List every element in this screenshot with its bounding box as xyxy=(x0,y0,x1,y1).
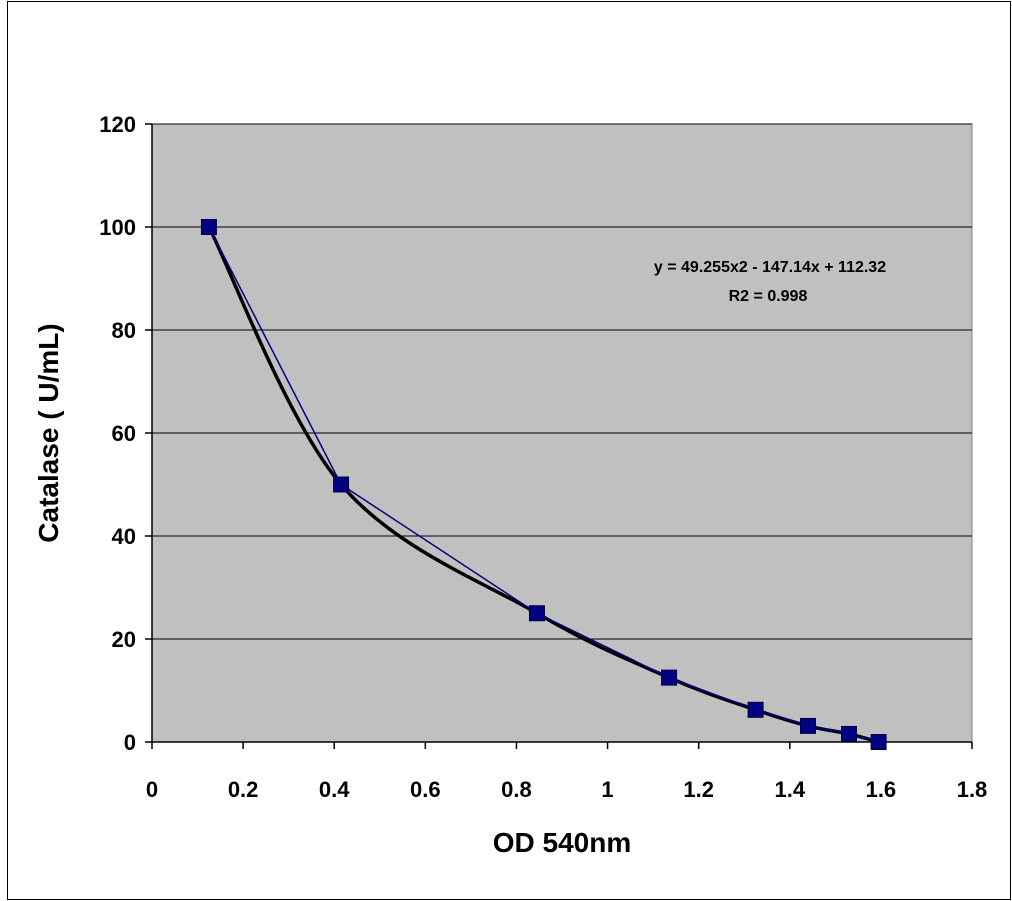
y-tick-label: 60 xyxy=(112,421,136,446)
x-tick-label: 1.8 xyxy=(957,777,988,802)
x-tick-label: 1.4 xyxy=(774,777,805,802)
x-tick-label: 1 xyxy=(601,777,613,802)
data-point xyxy=(841,725,857,742)
x-tick-label: 1.2 xyxy=(683,777,714,802)
x-tick-label: 0.2 xyxy=(228,777,259,802)
trendline-equation: y = 49.255x2 - 147.14x + 112.32 xyxy=(654,259,886,276)
data-point xyxy=(800,717,816,734)
data-point xyxy=(200,219,217,235)
axes xyxy=(145,123,973,749)
y-tick-label: 80 xyxy=(112,318,136,343)
y-tick-label: 120 xyxy=(99,112,136,137)
data-point xyxy=(870,734,887,750)
y-axis-title: Catalase ( U/mL) xyxy=(33,323,64,542)
data-point xyxy=(661,669,678,686)
y-tick-label: 0 xyxy=(124,730,136,755)
data-point xyxy=(333,476,350,493)
data-point xyxy=(747,701,764,718)
data-point xyxy=(528,605,545,622)
y-tick-label: 40 xyxy=(112,524,136,549)
x-tick-label: 0.8 xyxy=(501,777,532,802)
x-tick-label: 0.4 xyxy=(319,777,350,802)
trendline-r2: R2 = 0.998 xyxy=(729,288,808,305)
tick-labels: 0 20 40 60 80 100 120 0 0.2 0.4 0.6 0.8 1 1.2 1.4 1.6 1.… xyxy=(99,112,987,802)
gridlines xyxy=(152,123,972,640)
y-tick-label: 20 xyxy=(112,627,136,652)
x-tick-label: 0 xyxy=(146,777,158,802)
y-tick-label: 100 xyxy=(99,215,136,240)
series-group xyxy=(200,219,887,750)
x-axis-title: OD 540nm xyxy=(493,827,632,858)
x-tick-label: 0.6 xyxy=(410,777,441,802)
x-tick-label: 1.6 xyxy=(866,777,897,802)
